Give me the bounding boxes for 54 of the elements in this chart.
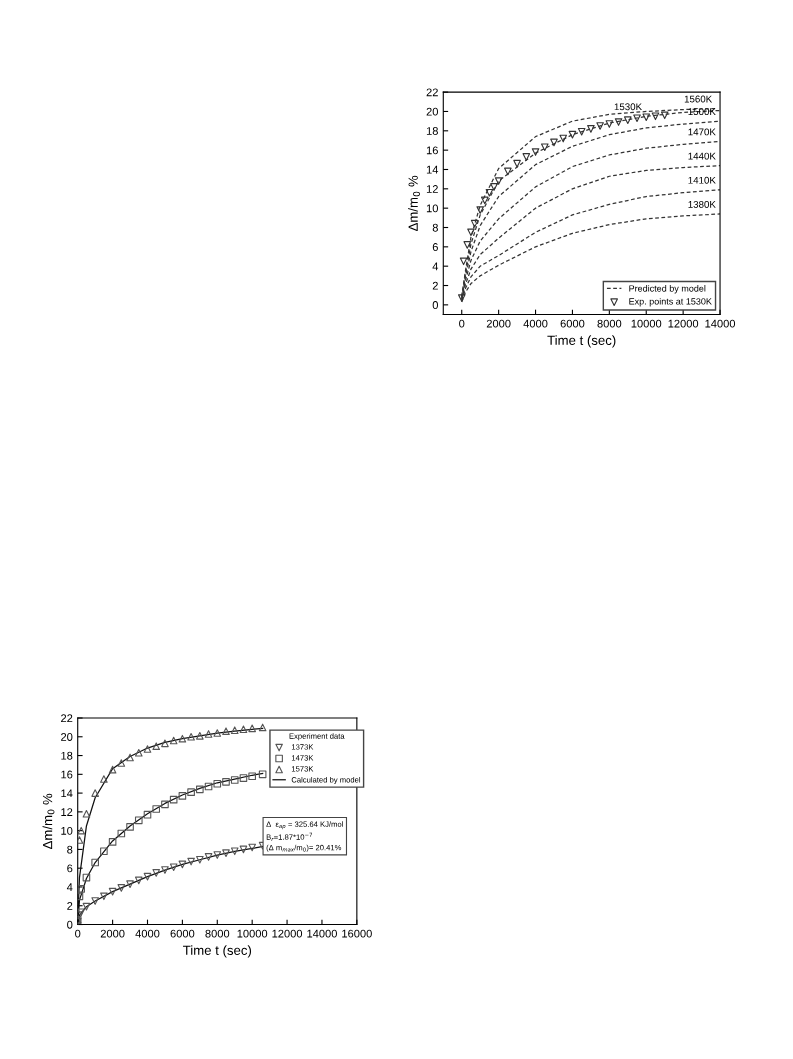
x-tick-label: 12000: [272, 929, 303, 938]
y-tick-label: 10: [61, 826, 73, 835]
y-tick-label: 12: [426, 185, 438, 193]
y-tick-label: 22: [61, 714, 73, 723]
x-tick-label: 2000: [486, 319, 511, 328]
y-tick-label: 20: [61, 733, 73, 741]
annotation: 1560K: [684, 95, 713, 103]
x-tick-label: 0: [459, 319, 465, 328]
y-axis-title: Δm/m$_{0}$ %: [42, 793, 55, 850]
y-tick-label: 18: [61, 751, 73, 760]
x-tick-label: 10000: [631, 319, 662, 328]
y-tick-label: 6: [432, 243, 438, 251]
y-tick-label: 0: [67, 920, 73, 929]
y-tick-label: 2: [67, 902, 73, 910]
y-tick-label: 16: [426, 146, 438, 155]
y-tick-label: 10: [426, 204, 438, 213]
x-tick-label: 4000: [135, 929, 160, 938]
x-tick-label: 2000: [100, 929, 125, 938]
annotation: 1410K: [688, 176, 716, 184]
x-tick-label: 8000: [597, 319, 622, 328]
y-tick-label: 4: [432, 262, 439, 271]
y-tick-label: 8: [432, 223, 438, 232]
x-tick-label: 14000: [307, 929, 337, 938]
y-tick-label: 12: [61, 808, 73, 816]
y-tick-label: 14: [61, 789, 73, 798]
x-tick-label: 6000: [560, 319, 585, 328]
y-tick-label: 4: [66, 883, 73, 891]
annotation: 1440K: [688, 152, 716, 160]
x-axis-title: Time t (sec): [183, 945, 252, 958]
x-tick-label: 12000: [668, 319, 699, 328]
annotation: 1500K: [688, 108, 716, 116]
x-tick-label: 10000: [237, 929, 268, 938]
legend-label: Exp. points at 1530K: [629, 297, 712, 307]
annotation: 1470K: [688, 128, 716, 136]
x-tick-label: 6000: [170, 929, 195, 938]
x-axis-title: Time t (sec): [547, 335, 616, 348]
y-tick-label: 0: [432, 301, 438, 309]
y-tick-label: 16: [61, 770, 73, 779]
y-axis-title: Δm/m$_{0}$ %: [408, 175, 420, 232]
y-tick-label: 14: [426, 165, 439, 174]
x-tick-label: 0: [75, 929, 81, 938]
x-tick-label: 14000: [705, 319, 736, 328]
y-tick-label: 6: [67, 864, 73, 873]
y-tick-label: 8: [67, 845, 73, 854]
y-tick-label: 18: [426, 127, 438, 135]
y-tick-label: 2: [432, 281, 438, 290]
legend-label: Predicted by model: [629, 285, 706, 294]
annotation: 1380K: [688, 200, 716, 208]
x-tick-label: 16000: [342, 929, 372, 938]
x-tick-label: 4000: [523, 319, 548, 328]
y-tick-label: 20: [426, 107, 438, 116]
y-tick-label: 22: [426, 88, 438, 97]
annotation: 1530K: [614, 103, 642, 111]
x-tick-label: 8000: [205, 929, 230, 938]
